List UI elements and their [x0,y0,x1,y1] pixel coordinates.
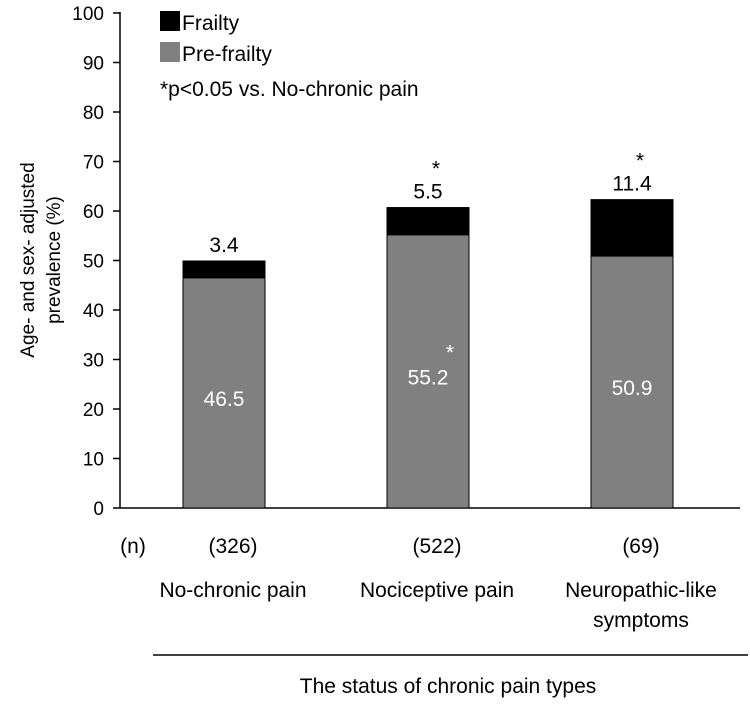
category-label-2-line-2: symptoms [593,609,689,632]
legend-swatch-frailty [160,11,180,31]
data-label-frailty-1: 5.5 [413,181,442,204]
significance-marker-pre-frailty-1: * [446,341,454,364]
data-label-pre-frailty-1: 55.2 [408,366,449,389]
y-tick-label-0: 0 [93,499,104,520]
bar-frailty-2 [590,199,674,257]
significance-marker-frailty-1: * [432,158,440,181]
y-axis-label-line-2: prevalence (%) [44,196,65,324]
category-n-2: (69) [622,535,659,558]
x-axis-title: The status of chronic pain types [300,675,597,698]
y-tick-label-80: 80 [83,103,104,124]
y-tick-label-100: 100 [72,4,104,25]
category-label-1: Nociceptive pain [360,579,514,602]
legend-label-frailty: Frailty [182,12,240,35]
n-header: (n) [120,535,146,558]
y-tick-label-50: 50 [83,252,104,273]
y-tick-label-60: 60 [83,202,104,223]
significance-marker-frailty-2: * [636,150,644,173]
y-axis-label-line-1: Age- and sex- adjusted [18,162,39,357]
bar-pre-frailty-2 [590,255,674,509]
data-label-frailty-2: 11.4 [612,173,652,196]
category-labels: (326) No-chronic pain (522) Nociceptive pai… [159,535,716,632]
data-label-frailty-0: 3.4 [209,234,239,257]
y-tick-label-10: 10 [83,450,104,471]
bar-pre-frailty-1 [386,234,470,509]
bar-pre-frailty-0 [182,277,266,509]
bars: 46.53.455.2*5.5*50.911.4* [182,150,674,509]
y-ticks: 0 10 20 30 40 50 60 70 80 90 100 [72,4,120,520]
legend-swatch-pre-frailty [160,42,180,62]
bar-frailty-1 [386,207,470,236]
y-tick-label-70: 70 [83,153,104,174]
bar-frailty-0 [182,260,266,279]
category-label-0: No-chronic pain [159,579,306,602]
legend: Frailty Pre-frailty *p<0.05 vs. No-chron… [160,11,419,101]
category-n-1: (522) [412,535,461,558]
category-label-2: Neuropathic-like [565,579,717,602]
category-n-0: (326) [208,535,257,558]
y-tick-label-40: 40 [83,301,104,322]
y-tick-label-20: 20 [83,400,104,421]
data-label-pre-frailty-0: 46.5 [204,388,245,411]
data-label-pre-frailty-2: 50.9 [612,377,653,400]
y-tick-label-30: 30 [83,351,104,372]
legend-note: *p<0.05 vs. No-chronic pain [160,78,419,101]
legend-label-pre-frailty: Pre-frailty [182,43,272,66]
y-tick-label-90: 90 [83,54,104,75]
